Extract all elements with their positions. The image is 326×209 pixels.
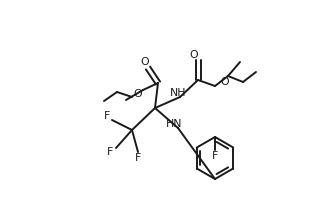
Text: F: F (212, 151, 218, 161)
Text: O: O (141, 57, 149, 67)
Text: NH: NH (170, 88, 186, 98)
Text: HN: HN (166, 119, 182, 129)
Text: O: O (134, 89, 142, 99)
Text: O: O (220, 77, 229, 87)
Text: O: O (190, 50, 198, 60)
Text: F: F (135, 153, 141, 163)
Text: F: F (107, 147, 113, 157)
Text: F: F (104, 111, 110, 121)
